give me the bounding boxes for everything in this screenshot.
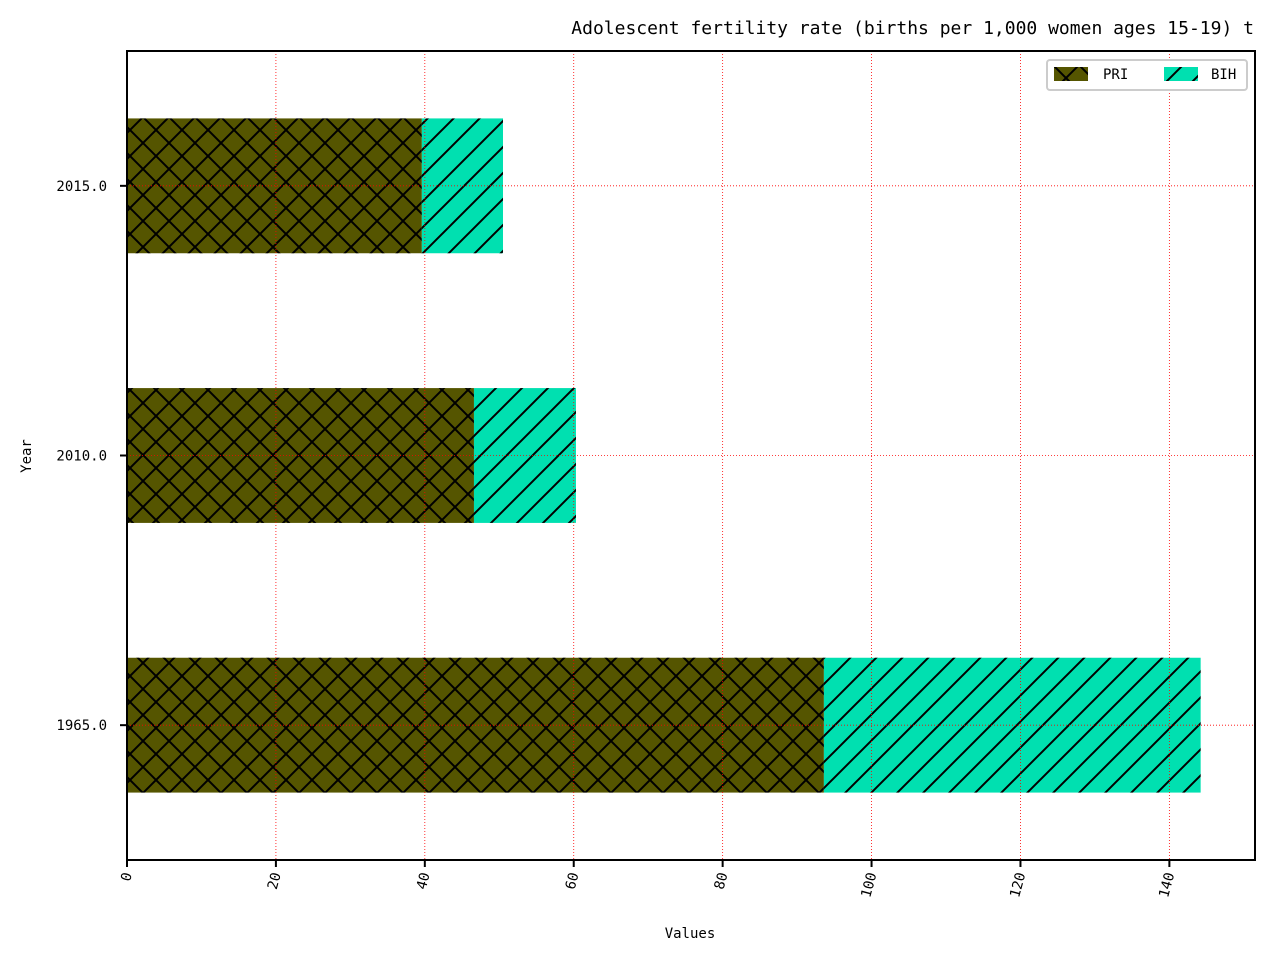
legend-swatch-hatch-pri xyxy=(1054,67,1088,81)
x-axis: 0 20 40 60 80 100 120 140 xyxy=(118,860,1178,899)
y-axis: 1965.0 2010.0 2015.0 xyxy=(56,179,127,734)
x-tick-label: 60 xyxy=(563,871,583,891)
legend: PRI BIH xyxy=(1046,59,1248,91)
x-tick-label: 0 xyxy=(118,871,136,883)
grid xyxy=(126,51,1255,860)
y-tick-label: 2010.0 xyxy=(56,449,107,465)
y-axis-label: Year xyxy=(19,439,35,473)
bar-hatch-bih-2010.0 xyxy=(473,388,576,523)
legend-label-pri: PRI xyxy=(1103,67,1128,83)
y-tick-label: 1965.0 xyxy=(56,718,107,734)
y-tick-label: 2015.0 xyxy=(56,179,107,195)
legend-swatch-hatch-bih xyxy=(1164,67,1198,81)
legend-label-bih: BIH xyxy=(1211,67,1236,83)
x-tick-label: 140 xyxy=(1156,871,1178,900)
x-tick-label: 120 xyxy=(1007,871,1029,900)
chart-title: Adolescent fertility rate (births per 1,… xyxy=(571,18,1254,39)
x-tick-label: 80 xyxy=(712,871,732,891)
x-tick-label: 40 xyxy=(414,871,434,891)
x-axis-label: Values xyxy=(665,926,716,942)
x-tick-label: 100 xyxy=(858,871,880,900)
bar-hatch-bih-2015.0 xyxy=(421,118,503,254)
x-tick-label: 20 xyxy=(265,871,285,891)
